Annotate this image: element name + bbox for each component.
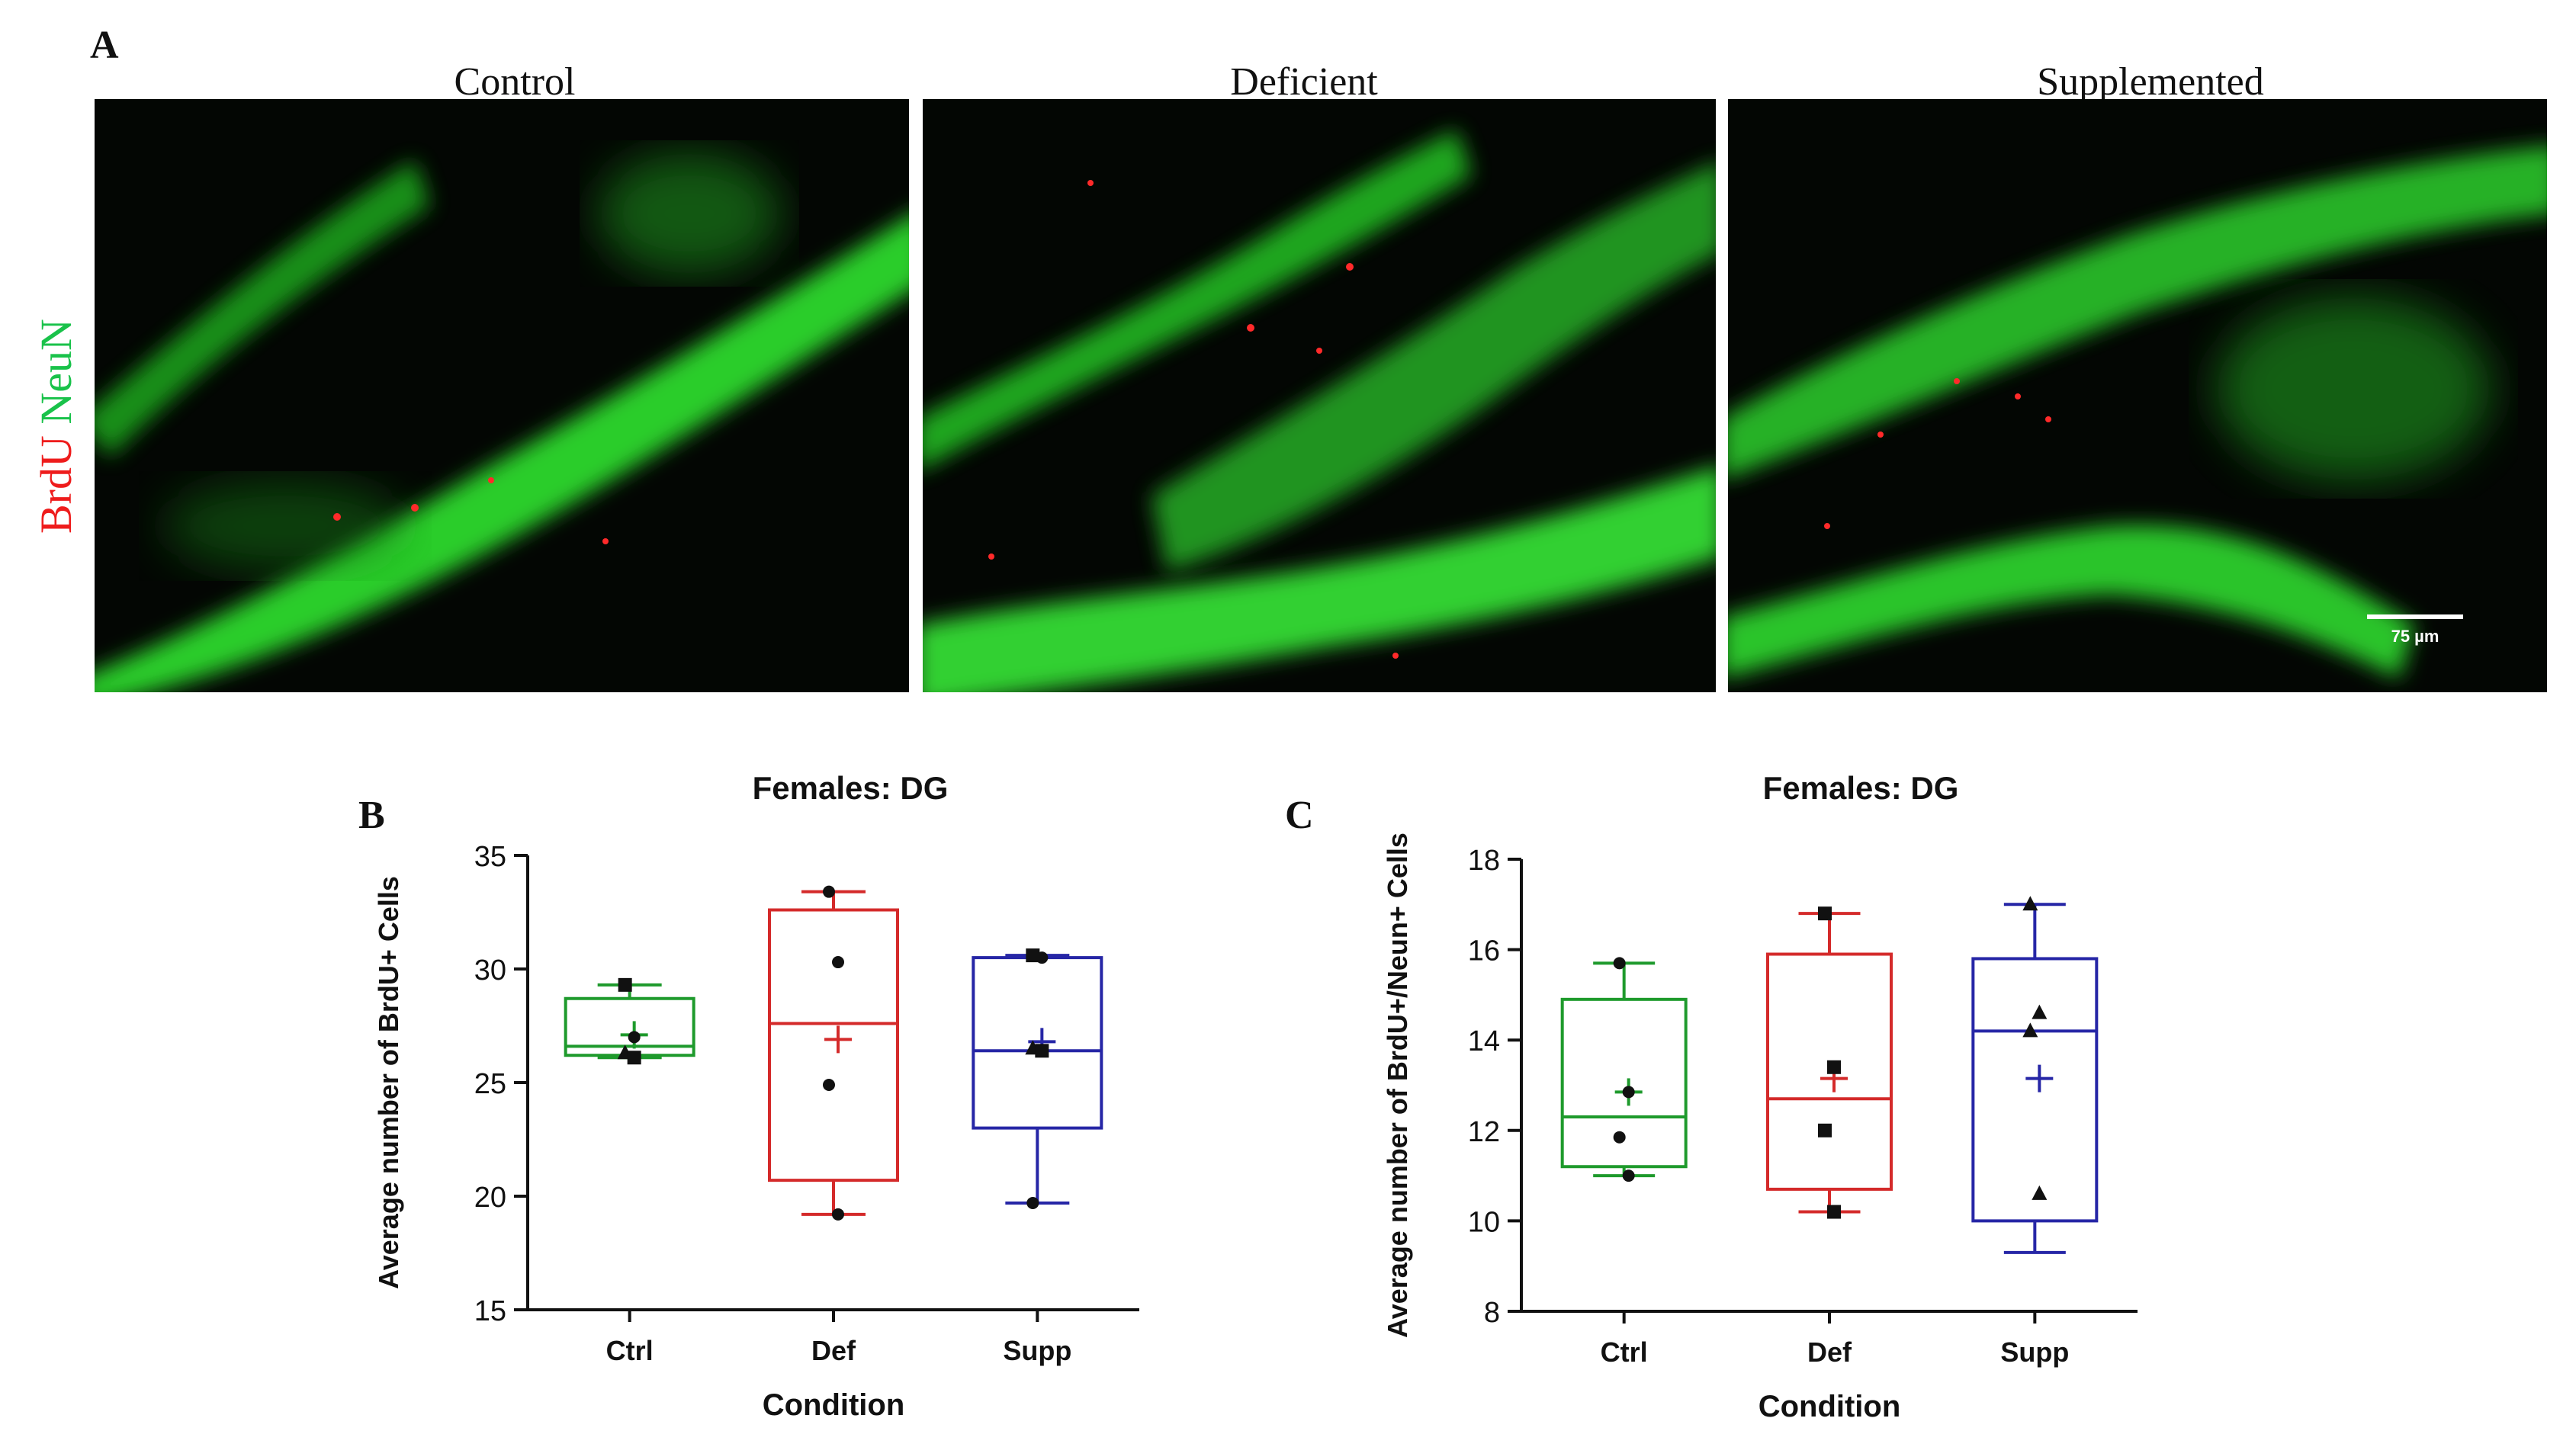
box-supp bbox=[1971, 957, 2099, 1223]
chart-title: Females: DG bbox=[753, 770, 949, 806]
y-axis-label: Average number of BrdU+ Cells bbox=[373, 876, 404, 1289]
x-tick-label-ctrl: Ctrl bbox=[606, 1335, 654, 1366]
image-title-control: Control bbox=[454, 60, 576, 104]
x-tick-label-def: Def bbox=[811, 1335, 856, 1366]
data-point bbox=[2022, 1022, 2038, 1038]
x-tick-label-def: Def bbox=[1807, 1336, 1852, 1368]
x-tick-label-supp: Supp bbox=[1003, 1335, 1071, 1366]
data-point bbox=[2032, 1185, 2048, 1200]
box-def bbox=[768, 908, 899, 1182]
data-point bbox=[2032, 1004, 2048, 1019]
data-point bbox=[823, 885, 835, 898]
box-ctrl bbox=[1560, 997, 1688, 1169]
micrograph-deficient bbox=[923, 99, 1716, 692]
y-tick-label: 10 bbox=[1468, 1206, 1500, 1238]
y-tick-label: 20 bbox=[474, 1182, 506, 1214]
data-point bbox=[1827, 1205, 1841, 1219]
data-point bbox=[1818, 906, 1832, 921]
x-tick-label-supp: Supp bbox=[2000, 1336, 2069, 1368]
y-tick-label: 16 bbox=[1468, 935, 1500, 967]
data-point bbox=[628, 1031, 641, 1044]
data-point bbox=[1035, 1044, 1049, 1058]
y-tick-label: 35 bbox=[474, 841, 506, 873]
micrograph-deficient-art bbox=[923, 99, 1716, 692]
data-point bbox=[2022, 896, 2038, 911]
y-tick-label: 15 bbox=[474, 1295, 506, 1327]
image-title-supplemented: Supplemented bbox=[2037, 60, 2264, 104]
image-title-deficient: Deficient bbox=[1230, 60, 1378, 104]
y-axis-label: Average number of BrdU+/Neun+ Cells bbox=[1382, 833, 1413, 1338]
x-axis-label: Condition bbox=[1759, 1390, 1901, 1423]
data-point bbox=[832, 1208, 844, 1221]
data-point bbox=[1613, 957, 1626, 970]
data-point bbox=[1613, 1131, 1626, 1144]
micrograph-supplemented: 75 µm bbox=[1728, 99, 2547, 692]
micrograph-control bbox=[95, 99, 909, 692]
scale-bar-label: 75 µm bbox=[2391, 627, 2439, 646]
data-point bbox=[1622, 1170, 1635, 1182]
micrograph-supplemented-art bbox=[1728, 99, 2547, 692]
data-point bbox=[823, 1078, 835, 1091]
box-def bbox=[1766, 952, 1893, 1191]
panel-b-letter: B bbox=[358, 794, 385, 837]
scale-bar bbox=[2367, 614, 2463, 619]
y-tick-label: 12 bbox=[1468, 1116, 1500, 1148]
y-tick-label: 18 bbox=[1468, 845, 1500, 877]
y-tick-label: 25 bbox=[474, 1068, 506, 1100]
panel-a-letter: A bbox=[90, 24, 119, 67]
data-point bbox=[1818, 1123, 1832, 1137]
data-point bbox=[1827, 1060, 1841, 1074]
data-point bbox=[1036, 951, 1049, 964]
panel-c-letter: C bbox=[1285, 794, 1314, 837]
chart-title: Females: DG bbox=[1763, 770, 1959, 806]
data-point bbox=[1026, 1196, 1039, 1209]
x-tick-label-ctrl: Ctrl bbox=[1601, 1336, 1648, 1368]
data-point bbox=[832, 956, 844, 969]
data-point bbox=[627, 1051, 641, 1065]
data-point bbox=[618, 977, 632, 992]
y-tick-label: 8 bbox=[1484, 1297, 1500, 1329]
micrograph-control-art bbox=[95, 99, 909, 692]
x-axis-label: Condition bbox=[763, 1388, 905, 1422]
y-tick-label: 30 bbox=[474, 955, 506, 987]
data-point bbox=[1622, 1086, 1635, 1099]
y-tick-label: 14 bbox=[1468, 1025, 1500, 1057]
